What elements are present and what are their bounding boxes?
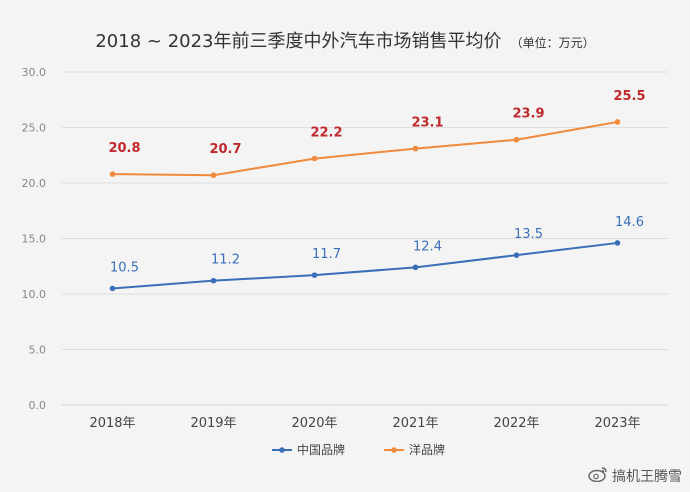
y-tick-label: 0.0 xyxy=(29,399,47,412)
chart-title-main: 2018 ~ 2023年前三季度中外汽车市场销售平均价 xyxy=(95,31,501,52)
data-label: 20.7 xyxy=(209,142,241,157)
data-point xyxy=(109,171,116,177)
data-point xyxy=(614,240,621,246)
data-point xyxy=(412,145,419,152)
data-label: 20.8 xyxy=(108,141,140,156)
series-line xyxy=(112,120,618,177)
series-lines: 10.5 11.2 11.7 12.4 13.5 14.6 20.8 20.7 22.2 23.1… xyxy=(108,89,646,292)
legend-item-1[interactable]: 中国品牌 xyxy=(272,442,345,457)
weibo-icon xyxy=(588,466,608,486)
data-point xyxy=(210,172,217,179)
series-2: 20.8 20.7 22.2 23.1 23.9 25.5 xyxy=(108,89,646,179)
data-point xyxy=(109,285,116,292)
legend-label: 洋品牌 xyxy=(409,442,445,457)
data-label: 25.5 xyxy=(613,89,645,104)
data-label: 14.6 xyxy=(615,215,644,230)
y-tick-label: 10.0 xyxy=(22,288,47,301)
data-point xyxy=(311,155,318,162)
y-tick-label: 5.0 xyxy=(29,344,47,357)
chart-title: 2018 ~ 2023年前三季度中外汽车市场销售平均价 （单位：万元） xyxy=(95,31,594,52)
x-tick-label: 2022年 xyxy=(493,416,539,431)
series-line xyxy=(112,241,618,290)
watermark-text: 搞机王腾雪 xyxy=(612,469,682,485)
legend-marker xyxy=(391,447,397,453)
data-point xyxy=(513,136,520,143)
legend[interactable]: 中国品牌 洋品牌 xyxy=(272,442,445,457)
y-tick-label: 15.0 xyxy=(22,233,47,246)
legend-marker xyxy=(279,447,285,453)
x-tick-label: 2019年 xyxy=(190,416,236,431)
legend-item-2[interactable]: 洋品牌 xyxy=(384,442,445,457)
watermark: 搞机王腾雪 xyxy=(588,466,682,486)
data-label: 22.2 xyxy=(310,126,342,141)
data-label: 10.5 xyxy=(110,260,139,275)
x-tick-label: 2020年 xyxy=(291,416,337,431)
series-1: 10.5 11.2 11.7 12.4 13.5 14.6 xyxy=(109,215,644,292)
data-label: 11.2 xyxy=(211,253,240,268)
data-label: 23.1 xyxy=(411,116,443,131)
y-axis-ticks: 0.0 5.0 10.0 15.0 20.0 25.0 30.0 xyxy=(22,66,47,412)
x-axis-ticks: 2018年 2019年 2020年 2021年 2022年 2023年 xyxy=(89,416,640,431)
data-point xyxy=(614,119,621,125)
x-tick-label: 2018年 xyxy=(89,416,135,431)
grid-lines xyxy=(62,71,668,406)
data-point xyxy=(412,264,419,271)
data-label: 12.4 xyxy=(413,239,442,254)
data-point xyxy=(311,272,318,278)
data-point xyxy=(210,277,217,284)
data-label: 13.5 xyxy=(514,227,543,242)
y-tick-label: 20.0 xyxy=(22,177,47,190)
chart-unit-label: （单位：万元） xyxy=(511,35,595,50)
x-tick-label: 2023年 xyxy=(594,416,640,431)
x-tick-label: 2021年 xyxy=(392,416,438,431)
legend-label: 中国品牌 xyxy=(297,442,345,457)
data-point xyxy=(513,252,520,258)
data-label: 23.9 xyxy=(512,107,544,122)
y-tick-label: 30.0 xyxy=(22,66,47,79)
data-label: 11.7 xyxy=(312,247,341,262)
y-tick-label: 25.0 xyxy=(22,122,47,135)
